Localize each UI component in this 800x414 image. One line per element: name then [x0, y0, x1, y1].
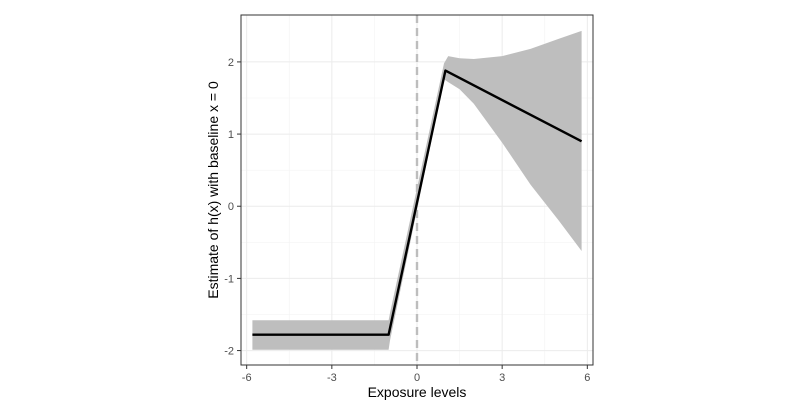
x-axis-title: Exposure levels — [368, 384, 467, 400]
y-tick-label: -1 — [224, 273, 234, 285]
y-axis: -2 -1 0 1 2 — [224, 57, 241, 358]
x-tick-label: -3 — [327, 372, 337, 384]
y-tick-label: 0 — [228, 201, 234, 213]
plot-area — [240, 14, 594, 366]
y-tick-label: -2 — [224, 346, 234, 358]
x-tick-label: 3 — [499, 372, 505, 384]
x-axis: -6 -3 0 3 6 — [242, 365, 590, 384]
y-tick-label: 2 — [228, 57, 234, 69]
y-axis-title: Estimate of h(x) with baseline x = 0 — [205, 81, 221, 299]
y-tick-label: 1 — [228, 129, 234, 141]
x-tick-label: 6 — [584, 372, 590, 384]
estimate-line — [252, 69, 583, 336]
x-tick-label: -6 — [242, 372, 252, 384]
x-tick-label: 0 — [414, 372, 420, 384]
